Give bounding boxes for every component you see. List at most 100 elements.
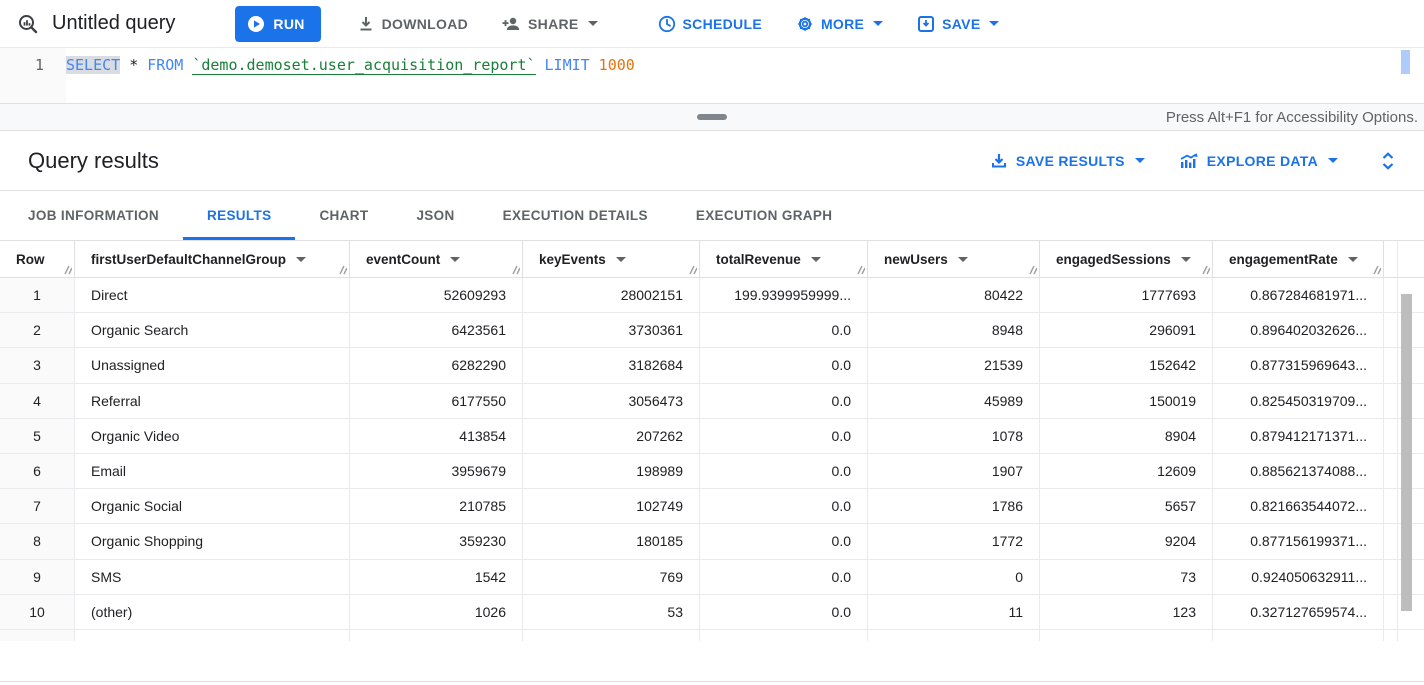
row-number-cell: 10	[0, 594, 75, 629]
save-button[interactable]: SAVE	[909, 6, 1007, 42]
table-cell: 0.885621374088...	[1213, 453, 1384, 489]
save-dropdown-caret	[989, 21, 1000, 26]
column-resize-handle[interactable]	[337, 265, 347, 275]
tab-chart[interactable]: CHART	[319, 208, 369, 223]
column-header-label: totalRevenue	[716, 251, 801, 267]
table-cell: 1907	[868, 453, 1040, 489]
explore-data-chart-icon	[1179, 152, 1199, 170]
column-resize-handle[interactable]	[1200, 265, 1210, 275]
tab-execution-graph[interactable]: EXECUTION GRAPH	[695, 208, 833, 223]
column-resize-handle[interactable]	[855, 265, 865, 275]
sql-code-line: SELECT * FROM `demo.demoset.user_acquisi…	[66, 48, 635, 103]
save-icon	[917, 15, 935, 33]
table-cell: 0.0	[700, 629, 868, 641]
table-cell: 6423561	[350, 313, 523, 348]
table-scrollbar-thumb[interactable]	[1401, 294, 1412, 611]
table-row: 2 Organic Search 6423561 3730361 0.0 8948 2960…	[0, 313, 1424, 349]
sql-star: *	[129, 56, 139, 74]
tab-json[interactable]: JSON	[416, 208, 455, 223]
table-cell: 1026	[350, 594, 523, 629]
query-results-header: Query results SAVE RESULTS	[0, 131, 1424, 190]
query-title: Untitled query	[52, 12, 176, 34]
column-header-keyevents[interactable]: keyEvents	[523, 241, 700, 277]
row-number-cell: 2	[0, 313, 75, 348]
filler-cell	[1384, 559, 1398, 594]
sort-menu-caret-icon[interactable]	[450, 256, 461, 262]
table-cell: 0.327127659574...	[1213, 594, 1384, 629]
column-resize-handle[interactable]	[1371, 265, 1381, 275]
column-header-newusers[interactable]: newUsers	[868, 241, 1040, 277]
column-header-eventcount[interactable]: eventCount	[350, 241, 523, 277]
filler-cell	[1384, 524, 1398, 559]
table-cell: 123	[1040, 594, 1213, 629]
tab-job-information[interactable]: JOB INFORMATION	[28, 208, 159, 223]
share-button[interactable]: SHARE	[494, 6, 606, 42]
column-resize-handle[interactable]	[510, 265, 520, 275]
table-cell: 210785	[350, 489, 523, 524]
more-button[interactable]: MORE	[788, 6, 891, 42]
table-cell: 8948	[868, 313, 1040, 348]
save-results-button[interactable]: SAVE RESULTS	[990, 152, 1145, 170]
expand-collapse-results-button[interactable]	[1380, 151, 1396, 171]
table-cell: 1078	[868, 418, 1040, 453]
row-number-cell: 1	[0, 278, 75, 313]
table-cell: 0.924050632911...	[1213, 559, 1384, 594]
table-cell: 150019	[1040, 383, 1213, 418]
table-cell: 1542	[350, 559, 523, 594]
column-resize-handle[interactable]	[62, 265, 72, 275]
table-cell: 0.879412171371...	[1213, 418, 1384, 453]
filler-cell	[1384, 278, 1398, 313]
tab-results[interactable]: RESULTS	[183, 191, 296, 240]
column-resize-handle[interactable]	[1027, 265, 1037, 275]
accessibility-hint: Press Alt+F1 for Accessibility Options.	[1165, 108, 1418, 126]
sort-menu-caret-icon[interactable]	[1180, 256, 1191, 262]
column-header-firstuserdefaultchannelgroup[interactable]: firstUserDefaultChannelGroup	[75, 241, 350, 277]
column-header-label: Row	[16, 251, 45, 267]
sql-editor[interactable]: 1 SELECT * FROM `demo.demoset.user_acqui…	[0, 48, 1424, 103]
sort-menu-caret-icon[interactable]	[615, 256, 626, 262]
splitter-drag-handle[interactable]	[697, 114, 727, 120]
tab-execution-details[interactable]: EXECUTION DETAILS	[502, 208, 648, 223]
schedule-button[interactable]: SCHEDULE	[650, 6, 770, 42]
table-cell: SMS	[75, 559, 350, 594]
table-cell: 0.0	[700, 489, 868, 524]
table-cell: 404	[523, 629, 700, 641]
row-number-cell: 5	[0, 418, 75, 453]
table-cell: 0.0	[700, 418, 868, 453]
table-cell: 53	[523, 594, 700, 629]
table-cell: 0.0	[700, 383, 868, 418]
sort-menu-caret-icon[interactable]	[810, 256, 821, 262]
table-scrollbar[interactable]	[1401, 281, 1412, 676]
sort-menu-caret-icon[interactable]	[296, 256, 307, 262]
sql-limit-value: 1000	[598, 56, 635, 74]
run-button[interactable]: RUN	[235, 5, 321, 42]
download-button[interactable]: DOWNLOAD	[349, 6, 476, 42]
table-cell: 80422	[868, 278, 1040, 313]
sort-menu-caret-icon[interactable]	[1347, 256, 1358, 262]
query-tab-icon	[16, 12, 40, 36]
column-resize-handle[interactable]	[687, 265, 697, 275]
editor-scrollbar-thumb[interactable]	[1401, 50, 1410, 74]
sql-table-reference[interactable]: `demo.demoset.user_acquisition_report`	[192, 56, 536, 75]
column-header-engagedsessions[interactable]: engagedSessions	[1040, 241, 1213, 277]
save-results-download-icon	[990, 152, 1008, 170]
table-cell: 3730361	[523, 313, 700, 348]
save-results-dropdown-caret	[1134, 158, 1145, 163]
sort-menu-caret-icon[interactable]	[957, 256, 968, 262]
column-header-engagementrate[interactable]: engagementRate	[1213, 241, 1384, 277]
table-cell: 5657	[1040, 489, 1213, 524]
table-cell: 4	[1040, 629, 1213, 641]
explore-data-button[interactable]: EXPLORE DATA	[1179, 152, 1338, 170]
query-editor-toolbar: Untitled query RUN DOWNLOAD	[0, 0, 1424, 48]
table-cell: (other)	[75, 594, 350, 629]
column-header-totalrevenue[interactable]: totalRevenue	[700, 241, 868, 277]
column-header-row[interactable]: Row	[0, 241, 75, 277]
table-cell: 0.896402032626...	[1213, 313, 1384, 348]
person-add-icon	[502, 15, 521, 33]
table-cell: 3056473	[523, 383, 700, 418]
filler-cell	[1384, 453, 1398, 489]
row-number-cell: 9	[0, 559, 75, 594]
column-header-label: engagedSessions	[1056, 251, 1171, 267]
table-cell: 0.0	[700, 348, 868, 383]
column-header-label: keyEvents	[539, 251, 606, 267]
